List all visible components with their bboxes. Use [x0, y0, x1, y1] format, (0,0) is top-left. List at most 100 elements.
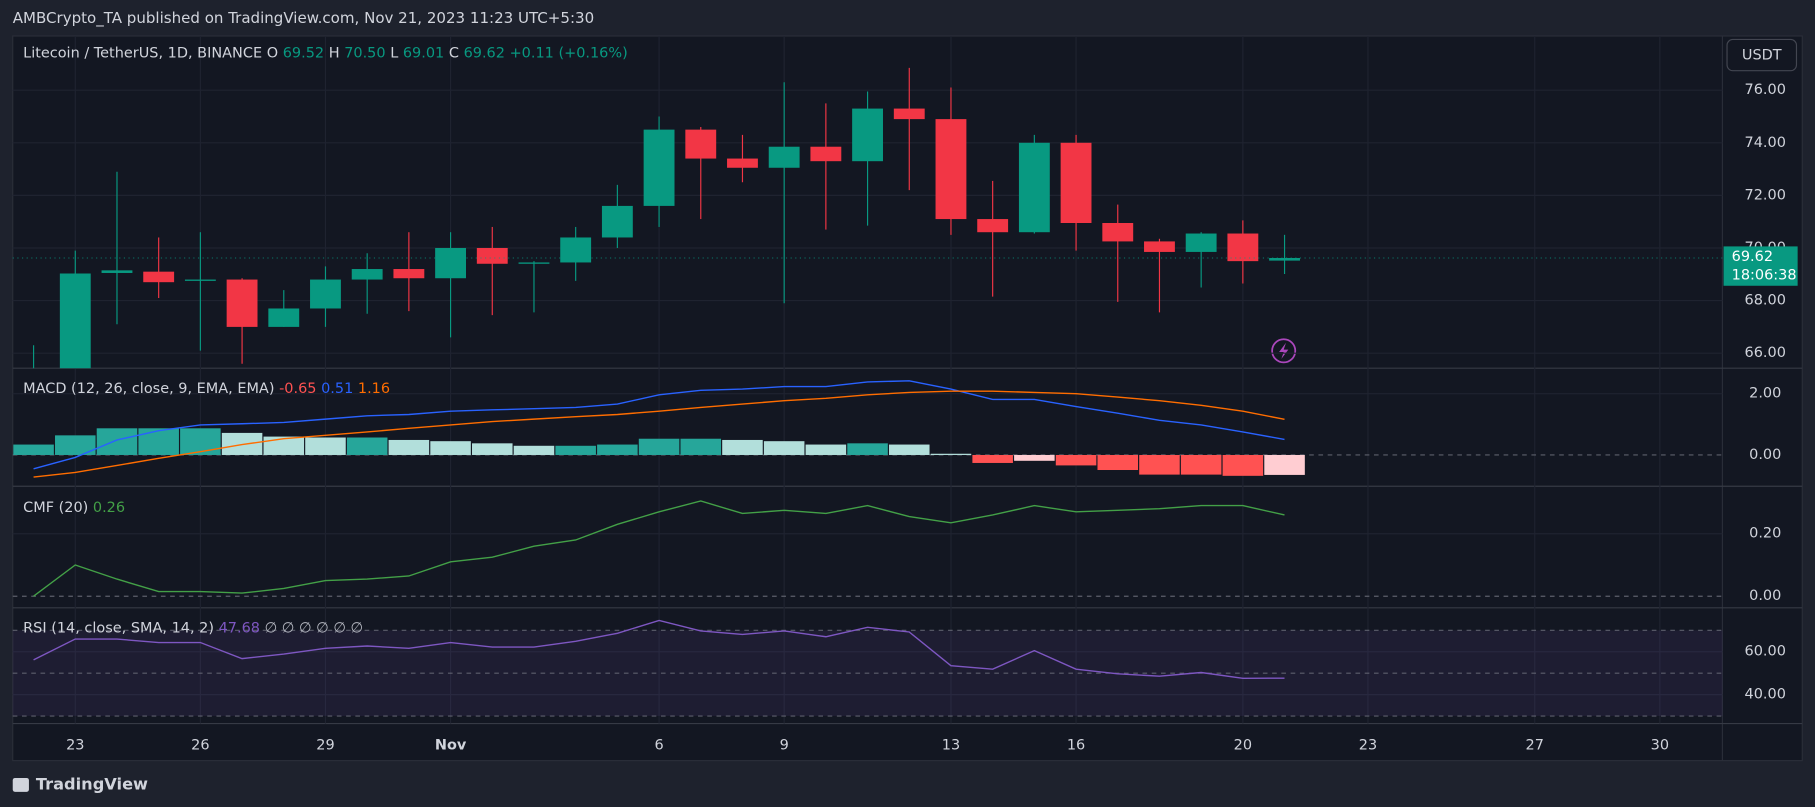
- candle-body: [1185, 233, 1217, 252]
- candle-body: [143, 271, 175, 283]
- histogram-bar: [1264, 454, 1305, 475]
- histogram-bar: [1139, 454, 1180, 475]
- candle-body: [1060, 142, 1092, 224]
- change: +0.11 (+0.16%): [510, 45, 628, 61]
- y-tick-label: 40.00: [1745, 687, 1786, 703]
- histogram-bar: [430, 441, 471, 455]
- currency[interactable]: USDT: [1742, 48, 1782, 64]
- indicator-value: 47.68: [219, 621, 260, 637]
- x-tick-label: 9: [780, 738, 789, 754]
- brand-logo: [12, 777, 29, 792]
- candle-body: [435, 247, 467, 279]
- legend: Litecoin / TetherUS, 1D, BINANCE O 69.52…: [23, 45, 628, 61]
- candle-body: [393, 269, 425, 279]
- indicator-value: 0.26: [93, 500, 125, 516]
- ohlc-value: 69.52: [283, 45, 324, 61]
- price-tag-value: 69.62: [1732, 249, 1773, 265]
- histogram-bar: [1055, 454, 1097, 466]
- candle-body: [351, 269, 383, 280]
- histogram-bar: [638, 438, 680, 455]
- x-tick-label: 26: [191, 738, 209, 754]
- legend: MACD (12, 26, close, 9, EMA, EMA) -0.65 …: [23, 381, 390, 397]
- candle-body: [101, 270, 133, 273]
- histogram-bar: [597, 444, 638, 455]
- histogram-bar: [930, 453, 972, 455]
- candle-body: [768, 146, 800, 168]
- x-tick-label: 16: [1067, 738, 1085, 754]
- candle-body: [1144, 241, 1175, 252]
- candles: [33, 67, 1300, 369]
- candle-body: [810, 146, 842, 162]
- candle-body: [268, 308, 300, 327]
- y-tick-label: 0.20: [1749, 526, 1781, 542]
- symbol: Litecoin / TetherUS, 1D, BINANCE: [23, 45, 262, 61]
- indicator-title: CMF (20): [23, 500, 88, 516]
- histogram-bar: [1097, 454, 1139, 471]
- x-tick-label: 29: [316, 738, 334, 754]
- ohlc-name: L: [390, 45, 398, 61]
- candle-body: [935, 119, 967, 220]
- y-tick-label: 0.00: [1749, 588, 1781, 604]
- price-tag: [1723, 246, 1798, 286]
- ohlc-name: H: [329, 45, 340, 61]
- histogram-bar: [763, 441, 805, 455]
- candle-body: [518, 262, 550, 264]
- histogram-bar: [513, 445, 555, 455]
- candle-body: [1102, 223, 1134, 242]
- histogram-bar: [680, 438, 722, 455]
- ohlc-name: O: [267, 45, 278, 61]
- candle-body: [643, 129, 675, 206]
- histogram-bar: [263, 436, 305, 455]
- candle-body: [977, 219, 1009, 233]
- x-tick-label: 23: [66, 738, 84, 754]
- legend: CMF (20) 0.26: [23, 500, 125, 516]
- y-tick-label: 66.00: [1745, 345, 1786, 361]
- candle-body: [310, 279, 341, 309]
- candle-body: [893, 108, 925, 120]
- histogram-bar: [180, 428, 221, 455]
- ohlc-value: 70.50: [344, 45, 385, 61]
- y-tick-label: 2.00: [1749, 386, 1781, 402]
- ohlc-value: 69.01: [403, 45, 444, 61]
- histogram-bar: [1180, 454, 1222, 475]
- y-tick-label: 72.00: [1745, 187, 1786, 203]
- x-tick-label: 30: [1651, 738, 1669, 754]
- currency-button[interactable]: [1726, 38, 1798, 72]
- lightning-icon[interactable]: [1271, 338, 1297, 364]
- legend: RSI (14, close, SMA, 14, 2) 47.68 ∅ ∅ ∅ …: [23, 621, 363, 637]
- y-tick-label: 0.00: [1749, 447, 1781, 463]
- histogram-bar: [13, 444, 54, 455]
- chart-area: [12, 35, 1803, 762]
- x-tick-label: 23: [1359, 738, 1377, 754]
- histogram-bar: [346, 437, 388, 455]
- countdown: 18:06:38: [1732, 267, 1797, 283]
- signal-value: 1.16: [358, 381, 390, 397]
- histogram-bar: [138, 428, 179, 455]
- candle-body: [226, 279, 258, 327]
- y-tick-label: 74.00: [1745, 135, 1786, 151]
- macd-value: 0.51: [321, 381, 353, 397]
- candle-body: [852, 108, 883, 162]
- candle-body: [560, 237, 592, 263]
- candle-body: [685, 129, 717, 159]
- brand: TradingView: [36, 774, 148, 793]
- histogram-bar: [305, 437, 346, 455]
- cmf-line: [33, 500, 1285, 597]
- histogram-bar: [847, 443, 888, 455]
- histogram-bar: [96, 428, 138, 455]
- y-tick-label: 76.00: [1745, 82, 1786, 98]
- signal-line: [33, 390, 1285, 478]
- indicator-extra: ∅ ∅ ∅ ∅ ∅ ∅: [265, 621, 364, 637]
- candle-body: [1269, 257, 1300, 261]
- x-tick-label: 27: [1526, 738, 1544, 754]
- candle-body: [1018, 142, 1050, 233]
- histogram-bar: [722, 439, 763, 455]
- indicator-title: MACD (12, 26, close, 9, EMA, EMA): [23, 381, 274, 397]
- x-tick-label: Nov: [435, 738, 467, 754]
- rsi-line: [33, 619, 1285, 679]
- header: AMBCrypto_TA published on TradingView.co…: [13, 9, 594, 28]
- histogram-bar: [1222, 454, 1264, 476]
- ohlc-value: 69.62: [464, 45, 505, 61]
- histogram-bar: [388, 439, 430, 455]
